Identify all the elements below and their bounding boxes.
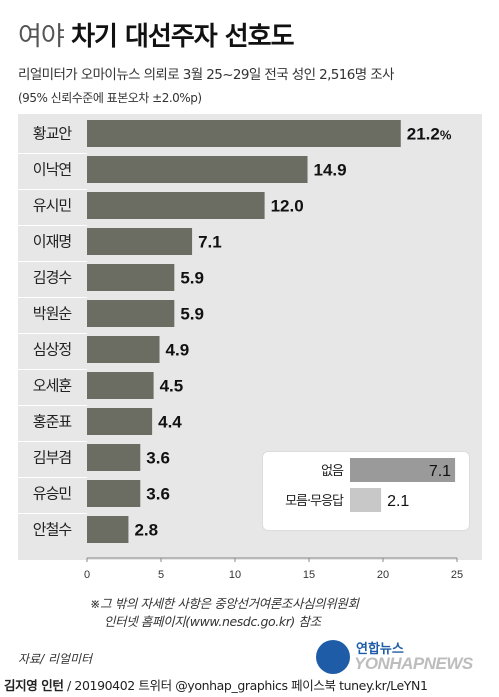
row-separator <box>18 405 87 406</box>
category-label-4: 이재명 <box>33 233 71 251</box>
bar-11 <box>87 480 141 507</box>
logo-english: YONHAPNEWS <box>354 654 473 673</box>
bar-6 <box>87 300 175 327</box>
category-label-2: 이낙연 <box>33 161 72 179</box>
category-label-3: 유시민 <box>33 197 72 215</box>
value-unit: % <box>440 128 452 143</box>
value-label-10: 3.6 <box>146 449 170 468</box>
category-label-12: 안철수 <box>33 521 72 539</box>
title-main: 차기 대선주자 선호도 <box>71 22 294 52</box>
x-tick-label-25: 25 <box>451 569 463 581</box>
row-separator <box>18 297 87 298</box>
value-label-8: 4.5 <box>160 377 184 396</box>
footnote: ※그 밖의 자세한 사항은 중앙선거여론조사심의위원회 인터넷 홈페이지(www… <box>90 595 359 631</box>
inset-value-1: 7.1 <box>429 463 451 480</box>
inset-category-2: 모름·무응답 <box>285 494 344 509</box>
row-separator <box>18 261 87 262</box>
row-separator <box>18 477 87 478</box>
bar-8 <box>87 372 154 399</box>
bar-5 <box>87 264 175 291</box>
row-separator <box>18 441 87 442</box>
x-tick-label-0: 0 <box>84 569 90 581</box>
inset-bar-2 <box>350 488 382 512</box>
bar-10 <box>87 444 141 471</box>
value-label-4: 7.1 <box>198 233 222 252</box>
credit-details: / 20190402 트위터 @yonhap_graphics 페이스북 tun… <box>63 678 428 693</box>
category-label-5: 김경수 <box>33 269 72 287</box>
inset-category-1: 없음 <box>321 464 344 479</box>
category-label-7: 심상정 <box>33 341 71 359</box>
value-label-5: 5.9 <box>180 269 204 288</box>
row-separator <box>18 225 87 226</box>
footnote-line-1: ※그 밖의 자세한 사항은 중앙선거여론조사심의위원회 <box>90 596 359 611</box>
value-label-9: 4.4 <box>158 413 182 432</box>
bar-chart: 황교안 21.2% 이낙연 14.9 유시민 12.0 이재명 7.1 김경수 5.9 박원순 5.9… <box>33 120 463 581</box>
inset-bar-1 <box>350 458 456 482</box>
footnote-line-2: 인터넷 홈페이지(www.nesdc.go.kr) 참조 <box>104 614 321 629</box>
x-tick-label-20: 20 <box>377 569 389 581</box>
value-label-6: 5.9 <box>180 305 204 324</box>
row-separator <box>18 369 87 370</box>
chart-title: 여야 차기 대선주자 선호도 <box>18 16 295 53</box>
credit-line: 김지영 인턴 / 20190402 트위터 @yonhap_graphics 페… <box>4 675 428 694</box>
row-separator <box>18 513 87 514</box>
category-label-1: 황교안 <box>33 125 73 143</box>
credit-author: 김지영 인턴 <box>4 678 64 693</box>
x-tick-label-5: 5 <box>158 569 164 581</box>
inset-value-2: 2.1 <box>387 493 409 510</box>
row-separator <box>18 333 87 334</box>
x-tick-label-15: 15 <box>303 569 315 581</box>
row-separator <box>18 189 87 190</box>
bar-2 <box>87 156 308 183</box>
bar-3 <box>87 192 265 219</box>
value-label-12: 2.8 <box>134 521 158 540</box>
yonhap-logo-icon <box>316 640 350 674</box>
category-label-11: 유승민 <box>33 485 72 503</box>
bar-7 <box>87 336 160 363</box>
category-label-6: 박원순 <box>33 305 73 323</box>
title-prefix: 여야 <box>18 22 65 52</box>
logo-korean: 연합뉴스 <box>356 642 404 657</box>
category-label-10: 김부겸 <box>33 449 71 467</box>
value-label-1: 21.2% <box>407 125 452 144</box>
value-label-3: 12.0 <box>271 197 304 216</box>
yonhap-logo: 연합뉴스 YONHAPNEWS <box>316 640 496 680</box>
chart-subtitle: 리얼미터가 오마이뉴스 의뢰로 3월 25~29일 전국 성인 2,516명 조… <box>18 67 394 83</box>
x-tick-label-10: 10 <box>229 569 241 581</box>
bar-4 <box>87 228 193 255</box>
category-label-8: 오세훈 <box>33 377 72 395</box>
bar-12 <box>87 516 129 543</box>
value-label-2: 14.9 <box>314 161 347 180</box>
sampling-error-note: (95% 신뢰수준에 표본오차 ±2.0%p) <box>18 91 202 105</box>
row-separator <box>18 153 87 154</box>
category-label-9: 홍준표 <box>33 413 73 431</box>
bar-9 <box>87 408 153 435</box>
bar-1 <box>87 120 401 147</box>
value-label-7: 4.9 <box>166 341 190 360</box>
value-label-11: 3.6 <box>146 485 170 504</box>
source-label: 자료/ 리얼미터 <box>18 652 93 666</box>
